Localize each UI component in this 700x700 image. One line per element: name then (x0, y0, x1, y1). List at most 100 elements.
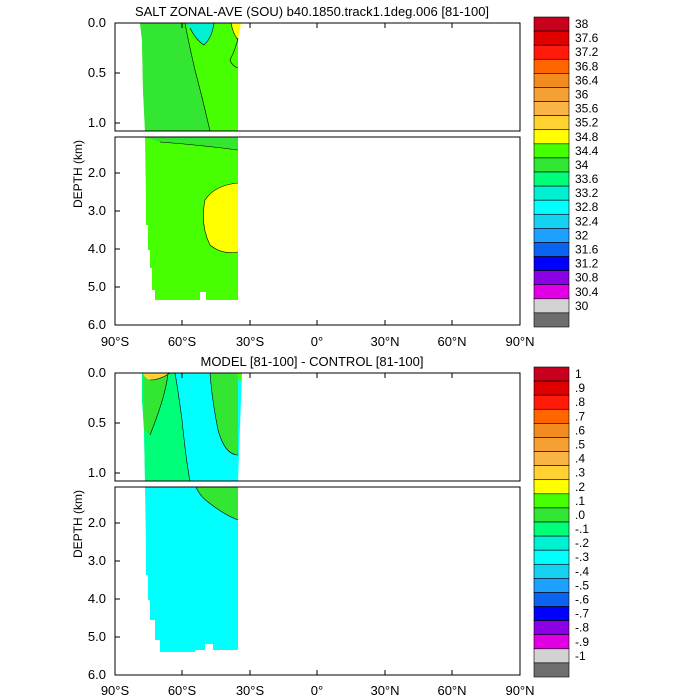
salinity-ytick-0.0: 0.0 (88, 15, 106, 30)
difference-xtick-30n: 30°N (370, 683, 399, 698)
salinity-colorbar-label-20: 30 (575, 299, 589, 313)
difference-panel: MODEL [81-100] - CONTROL [81-100] 0.0 0.… (71, 354, 589, 698)
difference-ylabel: DEPTH (km) (71, 490, 85, 558)
salinity-xtick-60n: 60°N (437, 334, 466, 349)
salinity-region-deep (145, 137, 238, 300)
salinity-title: SALT ZONAL-AVE (SOU) b40.1850.track1.1de… (135, 4, 489, 19)
salinity-colorbar-label-8: 34.8 (575, 130, 599, 144)
salinity-contour-lower (159, 141, 239, 253)
difference-x-ticks: 90°S 60°S 30°S 0° 30°N 60°N 90°N (101, 683, 535, 698)
salinity-colorbar-box-19 (533, 284, 570, 300)
salinity-colorbar-label-15: 32 (575, 228, 589, 242)
difference-colorbar-box-15 (533, 578, 570, 593)
difference-region-positive-spike (236, 373, 242, 383)
difference-colorbar-box-4 (533, 423, 570, 438)
salinity-colorbar-box-16 (533, 242, 570, 257)
salinity-xtick-90n: 90°N (505, 334, 534, 349)
difference-ytick-1.0: 1.0 (88, 465, 106, 480)
salinity-x-ticks: 90°S 60°S 30°S 0° 30°N 60°N 90°N (101, 334, 535, 349)
difference-colorbar-box-5 (533, 437, 570, 452)
salinity-xtick-30s: 30°S (236, 334, 265, 349)
difference-colorbar: 1.9.8.7.6.5.4.3.2.1.0-.1-.2-.3-.4-.5-.6-… (533, 366, 589, 678)
difference-colorbar-label-5: .5 (575, 438, 585, 452)
salinity-upper-field (140, 23, 241, 131)
salinity-ytick-3.0: 3.0 (88, 203, 106, 218)
salinity-ytick-2.0: 2.0 (88, 165, 106, 180)
difference-title: MODEL [81-100] - CONTROL [81-100] (200, 354, 423, 369)
difference-colorbar-box-2 (533, 394, 570, 410)
difference-colorbar-label-20: -1 (575, 649, 586, 663)
salinity-colorbar-label-10: 34 (575, 158, 589, 172)
difference-colorbar-box-3 (533, 408, 570, 424)
salinity-colorbar-label-7: 35.2 (575, 116, 599, 130)
salinity-colorbar-box-10 (533, 157, 570, 173)
difference-colorbar-label-13: -.3 (575, 550, 589, 564)
salinity-region-34.0 (140, 23, 210, 131)
difference-upper-field (142, 373, 242, 481)
difference-ytick-2.0: 2.0 (88, 515, 106, 530)
salinity-colorbar-box-5 (533, 87, 570, 102)
difference-colorbar-box-11 (533, 521, 570, 537)
difference-ytick-5.0: 5.0 (88, 629, 106, 644)
salinity-xtick-60s: 60°S (168, 334, 197, 349)
difference-colorbar-label-17: -.7 (575, 607, 589, 621)
salinity-colorbar-label-17: 31.2 (575, 257, 599, 271)
salinity-region-34.8-deep (203, 183, 238, 253)
difference-colorbar-label-1: .9 (575, 381, 585, 395)
difference-colorbar-box-12 (533, 535, 570, 551)
salinity-colorbar-box-4 (533, 73, 570, 88)
salinity-colorbar-box-15 (533, 228, 570, 243)
salinity-colorbar-label-5: 36 (575, 88, 589, 102)
difference-colorbar-box-21 (533, 662, 570, 678)
difference-region-deep (145, 487, 238, 652)
salinity-colorbar-box-1 (533, 30, 570, 46)
difference-colorbar-box-8 (533, 479, 570, 495)
difference-xtick-60n: 60°N (437, 683, 466, 698)
difference-colorbar-label-0: 1 (575, 367, 582, 381)
salinity-colorbar-box-12 (533, 185, 570, 201)
salinity-colorbar-box-11 (533, 171, 570, 187)
difference-colorbar-box-0 (533, 366, 570, 382)
difference-colorbar-label-19: -.9 (575, 635, 589, 649)
salinity-ytick-4.0: 4.0 (88, 241, 106, 256)
difference-xtick-marks (181, 373, 453, 675)
difference-xtick-60s: 60°S (168, 683, 197, 698)
difference-colorbar-label-15: -.5 (575, 578, 589, 592)
salinity-colorbar-label-18: 30.8 (575, 271, 599, 285)
difference-colorbar-label-6: .4 (575, 452, 585, 466)
salinity-xtick-90s: 90°S (101, 334, 130, 349)
salinity-ytick-0.5: 0.5 (88, 65, 106, 80)
difference-colorbar-label-7: .3 (575, 466, 585, 480)
salinity-ylabel: DEPTH (km) (71, 140, 85, 208)
salinity-colorbar-box-20 (533, 298, 570, 314)
salinity-colorbar-box-2 (533, 44, 570, 60)
difference-ytick-3.0: 3.0 (88, 553, 106, 568)
difference-ytick-0.5: 0.5 (88, 415, 106, 430)
salinity-xtick-30n: 30°N (370, 334, 399, 349)
difference-colorbar-label-3: .7 (575, 409, 585, 423)
salinity-colorbar-label-3: 36.8 (575, 59, 599, 73)
salinity-colorbar-box-14 (533, 213, 570, 229)
salinity-region-deep-upper (145, 137, 238, 150)
salinity-colorbar-label-19: 30.4 (575, 285, 599, 299)
difference-colorbar-box-10 (533, 507, 570, 523)
difference-y-ticks: 0.0 0.5 1.0 2.0 3.0 4.0 5.0 6.0 (88, 365, 106, 682)
salinity-colorbar-box-8 (533, 129, 570, 145)
salinity-colorbar-box-13 (533, 199, 570, 215)
salinity-colorbar-box-18 (533, 270, 570, 286)
salinity-colorbar-label-6: 35.6 (575, 102, 599, 116)
difference-colorbar-label-10: .0 (575, 508, 585, 522)
salinity-lower-field (145, 137, 239, 300)
difference-colorbar-box-16 (533, 592, 570, 607)
difference-colorbar-label-12: -.2 (575, 536, 589, 550)
salinity-xtick-marks (181, 23, 453, 325)
salinity-ytick-1.0: 1.0 (88, 115, 106, 130)
difference-colorbar-label-16: -.6 (575, 593, 589, 607)
difference-colorbar-label-18: -.8 (575, 621, 589, 635)
difference-colorbar-box-19 (533, 634, 570, 650)
salinity-colorbar-box-21 (533, 312, 570, 328)
difference-colorbar-label-9: .1 (575, 494, 585, 508)
difference-ytick-marks (115, 372, 120, 638)
difference-xtick-90n: 90°N (505, 683, 534, 698)
